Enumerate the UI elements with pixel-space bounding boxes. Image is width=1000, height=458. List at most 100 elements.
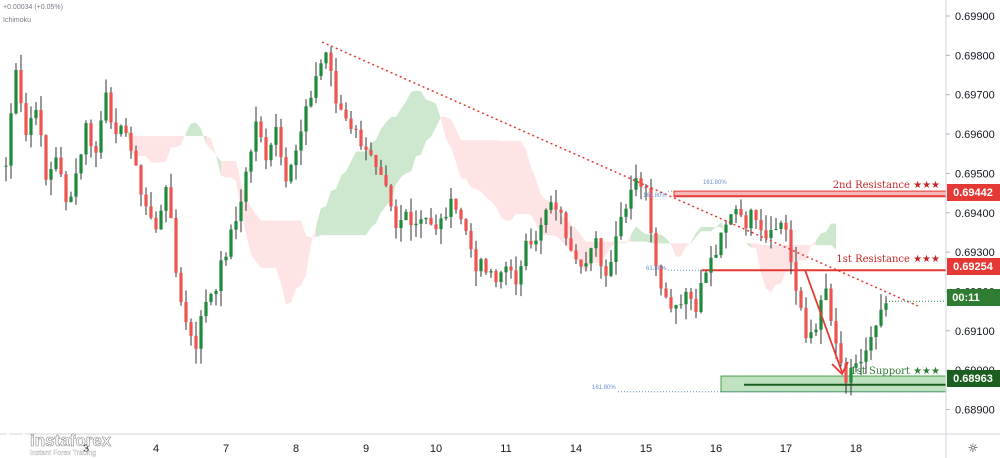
candle-body	[874, 325, 878, 338]
candle-body	[339, 103, 343, 110]
cloud-segment	[421, 91, 426, 155]
cloud-segment	[331, 189, 336, 236]
cloud-segment	[181, 132, 186, 145]
candle-body	[839, 343, 843, 364]
cloud-segment	[391, 116, 396, 201]
cloud-segment	[526, 150, 531, 215]
cloud-segment	[766, 245, 771, 293]
candle-body	[669, 297, 673, 309]
projection-arrow-line	[804, 269, 843, 373]
candle-body	[844, 363, 848, 383]
candle-body	[464, 219, 468, 231]
candle-body	[214, 291, 218, 295]
candle-body	[119, 125, 123, 135]
price-tick-label: 0.69400	[955, 208, 995, 220]
cloud-segment	[821, 231, 826, 246]
candle-body	[334, 70, 338, 104]
settings-gear-icon[interactable]: ☼	[968, 441, 979, 455]
cloud-segment	[796, 245, 801, 264]
first-support-label: 1st Support ★★★	[850, 366, 940, 377]
cloud-segment	[291, 220, 296, 303]
candle-body	[79, 154, 83, 174]
candle-body	[159, 210, 163, 230]
svg-text:0.69442: 0.69442	[953, 187, 993, 199]
time-axis[interactable]: 3 4 7 8 9 10 11 14 15 16 17 18	[83, 443, 862, 455]
candle-body	[589, 248, 593, 264]
candle-body	[359, 129, 363, 147]
cloud-segment	[211, 138, 216, 156]
candle-body	[739, 208, 743, 216]
candle-body	[829, 288, 833, 321]
cloud-segment	[251, 207, 256, 262]
cloud-segment	[416, 90, 421, 157]
cloud-segment	[436, 103, 441, 128]
cloud-segment	[201, 128, 206, 144]
candle-body	[369, 149, 373, 155]
fib-label-upper: 161.80%	[643, 193, 667, 199]
candle-body	[89, 123, 93, 147]
candle-body	[279, 127, 283, 158]
candle-body	[774, 228, 778, 230]
cloud-segment	[266, 220, 271, 268]
candle-body	[584, 263, 588, 267]
candle-body	[489, 271, 493, 273]
candle-body	[329, 52, 333, 71]
candle-body	[579, 259, 583, 267]
candle-body	[614, 236, 618, 262]
candle-body	[284, 157, 288, 182]
candle-body	[59, 157, 63, 175]
candlestick-series	[4, 47, 888, 396]
candle-body	[849, 367, 853, 383]
cloud-segment	[356, 151, 361, 236]
price-tick-label: 0.68900	[955, 405, 995, 417]
second-resistance-price-tag: 0.69442	[947, 184, 1000, 201]
candle-body	[344, 109, 348, 119]
cloud-segment	[286, 220, 291, 305]
candle-body	[474, 249, 478, 272]
cloud-segment	[536, 179, 541, 235]
cloud-segment	[691, 232, 696, 244]
candle-body	[44, 135, 48, 180]
candle-body	[534, 240, 538, 245]
candle-body	[199, 316, 203, 349]
candle-body	[694, 298, 698, 312]
cloud-segment	[156, 136, 161, 163]
candle-body	[274, 127, 278, 145]
candle-body	[184, 302, 188, 323]
fib-label-r2: 161.80%	[703, 180, 727, 186]
cloud-segment	[446, 116, 451, 148]
candle-body	[619, 216, 623, 237]
candle-body	[294, 150, 298, 166]
cloud-segment	[706, 226, 711, 232]
cloud-segment	[461, 140, 466, 179]
cloud-segment	[441, 116, 446, 140]
logo-wordmark: instaforex	[30, 431, 112, 450]
cloud-segment	[556, 209, 561, 241]
candle-body	[19, 70, 23, 104]
candle-body	[114, 122, 118, 135]
cloud-segment	[696, 226, 701, 238]
cloud-segment	[511, 140, 516, 221]
candle-body	[349, 118, 353, 129]
candle-body	[429, 217, 433, 225]
first-resistance-price-tag: 0.69254	[947, 258, 1000, 275]
cloud-segment	[396, 108, 401, 185]
candle-body	[409, 211, 413, 226]
candle-body	[399, 220, 403, 229]
candle-body	[94, 146, 98, 153]
time-tick-label: 8	[293, 443, 299, 455]
candle-body	[814, 329, 818, 333]
cloud-segment	[176, 136, 181, 148]
candle-body	[394, 206, 398, 229]
candle-body	[759, 220, 763, 231]
candle-body	[14, 70, 18, 114]
candle-body	[869, 337, 873, 351]
candle-body	[789, 229, 793, 263]
cloud-segment	[681, 243, 686, 257]
candle-body	[244, 171, 248, 202]
candle-body	[404, 211, 408, 221]
price-tick-label: 0.69900	[955, 11, 995, 23]
candle-body	[674, 304, 678, 309]
cloud-segment	[426, 99, 431, 142]
